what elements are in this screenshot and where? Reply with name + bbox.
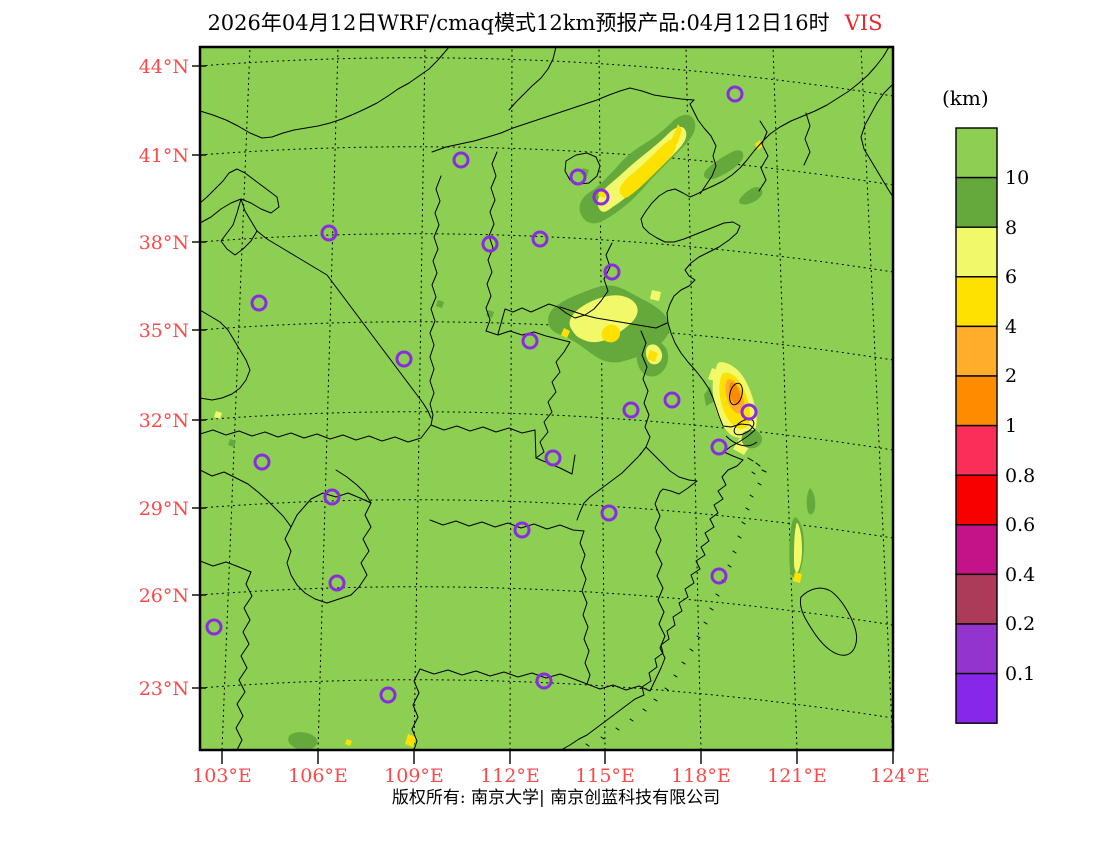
lat-label-29n: 29°N [139,498,189,520]
svg-text:1: 1 [1005,415,1017,437]
svg-text:10: 10 [1005,167,1029,189]
title-text: 2026年04月12日WRF/cmaq模式12km预报产品:04月12日16时 [207,11,829,35]
copyright-caption: 版权所有: 南京大学| 南京创蓝科技有限公司 [392,788,720,808]
lon-label-118e: 118°E [671,765,731,787]
lon-label-112e: 112°E [480,765,540,787]
colorbar-tick-labels: 10 8 6 4 2 1 0.8 0.6 0.4 0.2 0.1 [1005,167,1035,685]
lon-label-124e: 124°E [870,765,930,787]
svg-text:0.4: 0.4 [1005,564,1035,586]
svg-text:0.2: 0.2 [1005,613,1035,635]
border-taiwan [799,587,858,656]
lat-label-44n: 44°N [139,56,189,78]
svg-text:0.8: 0.8 [1005,465,1035,487]
lon-label-106e: 106°E [288,765,348,787]
border-guizhou [284,492,372,604]
city-markers [205,85,758,704]
lon-label-103e: 103°E [192,765,252,787]
svg-text:4: 4 [1005,316,1017,338]
coastline [560,47,890,750]
lon-label-121e: 121°E [767,765,827,787]
lat-label-38n: 38°N [139,232,189,254]
lat-axis: 44°N 41°N 38°N 35°N 32°N 29°N 26°N 23°N [139,56,206,700]
map-background [200,47,893,750]
border-beijing [564,152,601,185]
title-variable: VIS [844,11,883,35]
lon-axis: 103°E 106°E 109°E 112°E 115°E 118°E 121°… [192,750,930,787]
lat-label-41n: 41°N [139,145,189,167]
lat-label-35n: 35°N [139,320,189,342]
visibility-contour-patches [214,114,816,750]
page-title: 2026年04月12日WRF/cmaq模式12km预报产品:04月12日16时 … [207,11,882,35]
svg-text:0.1: 0.1 [1005,663,1035,685]
lon-label-109e: 109°E [384,765,444,787]
svg-text:8: 8 [1005,217,1017,239]
lat-label-26n: 26°N [139,585,189,607]
province-boundaries [200,47,893,750]
lon-label-115e: 115°E [575,765,635,787]
map-canvas [198,45,895,752]
colorbar-unit-label: (km) [942,86,989,110]
lat-label-23n: 23°N [139,678,189,700]
border-mongolia [200,47,450,139]
svg-text:2: 2 [1005,365,1017,387]
lat-label-32n: 32°N [139,410,189,432]
svg-text:0.6: 0.6 [1005,514,1035,536]
colorbar-swatches [955,127,998,724]
map-frame [198,45,895,752]
colorbar: (km) 10 8 6 4 2 1 0.8 0.6 0.4 0.2 0 [942,86,1035,724]
graticule-grid [200,47,893,750]
svg-text:6: 6 [1005,266,1017,288]
